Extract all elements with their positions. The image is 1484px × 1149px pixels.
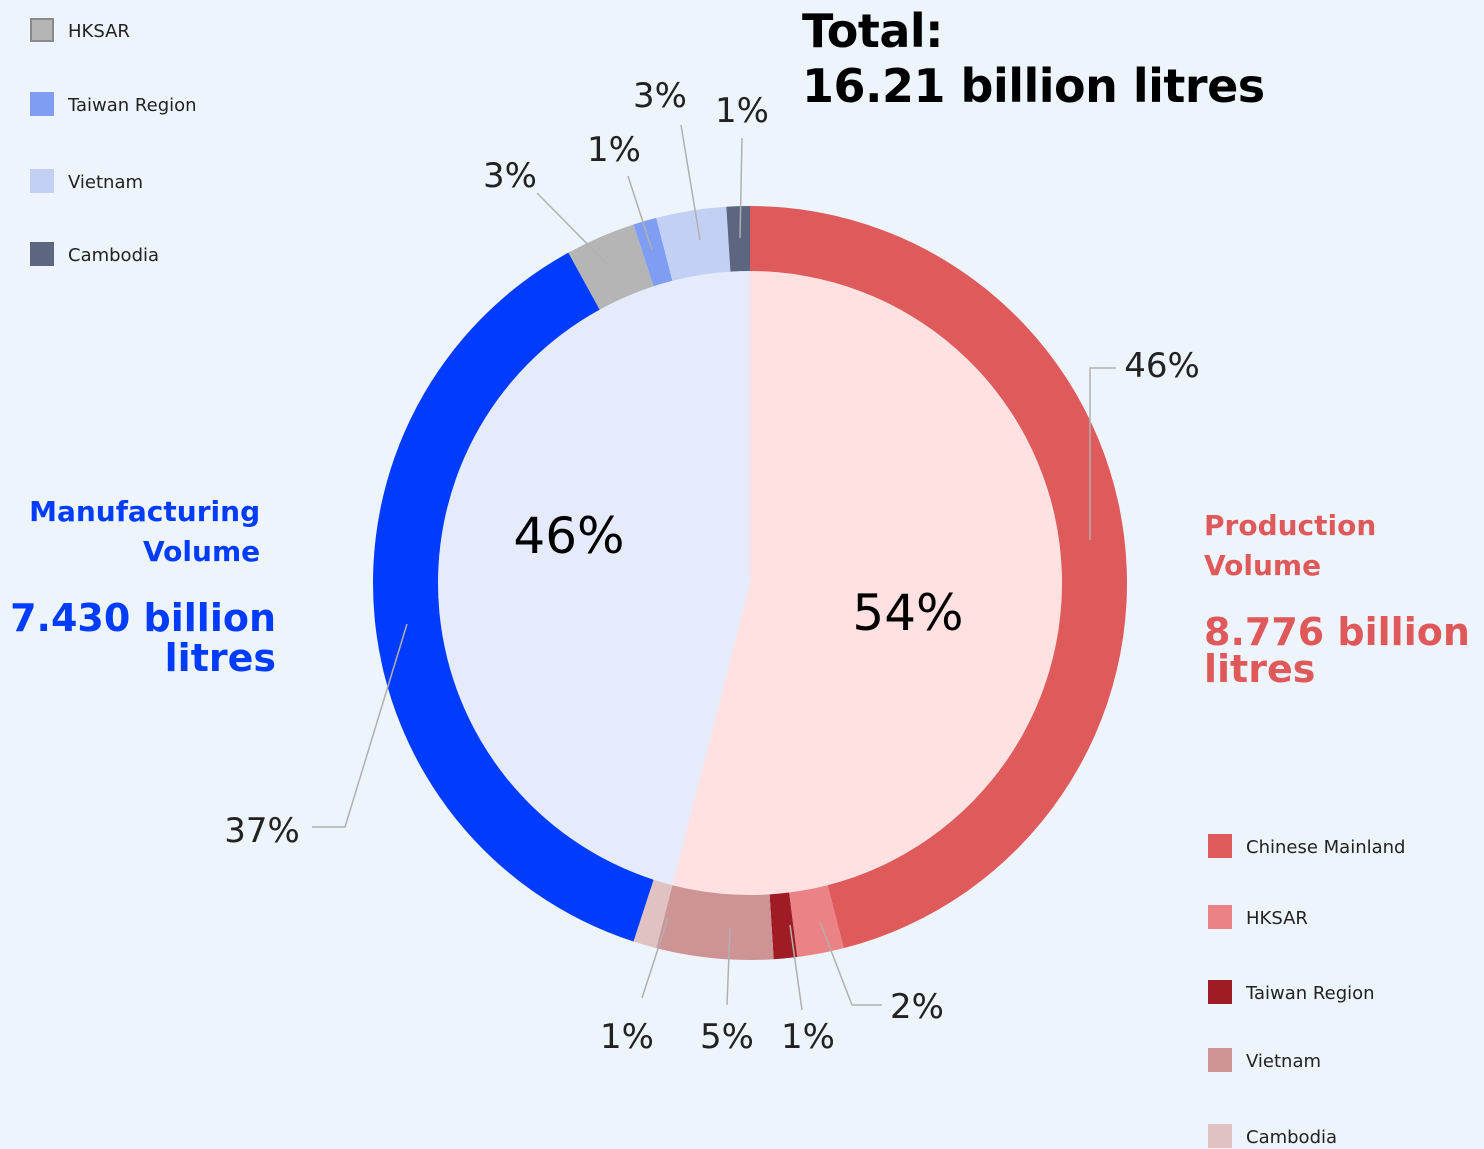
inner-label-manufacturing: 46%	[513, 507, 624, 565]
outer-label-manufacturing-volume-chinese-mainland: 37%	[224, 811, 300, 851]
outer-slice-production-volume-taiwan-region	[769, 892, 798, 960]
manufacturing-volume-value: 7.430 billion litres	[10, 598, 276, 678]
production-value-line2: litres	[1204, 647, 1316, 691]
outer-slice-production-volume-cambodia	[633, 879, 673, 949]
outer-slice-manufacturing-volume-taiwan-region	[633, 217, 673, 287]
manufacturing-value-line1: 7.430 billion	[10, 596, 276, 640]
legend-prod-label-cambodia: Cambodia	[1246, 1127, 1338, 1148]
outer-label-manufacturing-volume-cambodia: 1%	[715, 91, 769, 131]
outer-slice-production-volume-chinese-mainland	[750, 206, 1127, 949]
manufacturing-value-line2: litres	[164, 636, 276, 680]
legend-prod-label-taiwan-region: Taiwan Region	[1246, 983, 1375, 1004]
legend-prod-swatch-hksar	[1208, 905, 1232, 929]
legend-prod-swatch-chinese-mainland	[1208, 834, 1232, 858]
production-volume-value: 8.776 billion litres	[1204, 610, 1470, 691]
outer-label-production-volume-vietnam: 5%	[700, 1017, 754, 1057]
legend-mfg-label-vietnam: Vietnam	[68, 172, 144, 193]
leader-line-production-volume-cambodia	[641, 917, 669, 999]
inner-slice-production-volume	[672, 271, 1062, 895]
outer-label-production-volume-chinese-mainland: 46%	[1124, 346, 1200, 386]
outer-slice-production-volume-vietnam	[656, 885, 774, 961]
leader-line-manufacturing-volume-taiwan-region	[627, 175, 653, 251]
legend-mfg-swatch-taiwan-region	[30, 92, 54, 116]
production-value-line1: 8.776 billion	[1204, 610, 1470, 654]
legend-mfg-swatch-hksar	[30, 18, 54, 42]
legend-mfg-swatch-cambodia	[30, 242, 54, 266]
leader-lines	[312, 124, 1116, 1011]
leader-line-manufacturing-volume-vietnam	[680, 124, 701, 241]
outer-slice-production-volume-hksar	[789, 885, 844, 958]
outer-label-production-volume-cambodia: 1%	[600, 1017, 654, 1057]
legend-mfg-label-taiwan-region: Taiwan Region	[68, 95, 197, 116]
inner-pie	[437, 271, 1062, 895]
outer-label-manufacturing-volume-taiwan-region: 1%	[587, 130, 641, 170]
production-volume-label: Production Volume	[1204, 506, 1470, 586]
manufacturing-volume-block: Manufacturing Volume 7.430 billion litre…	[10, 492, 276, 678]
production-label-line1: Production	[1204, 509, 1377, 542]
leader-line-manufacturing-volume-hksar	[536, 192, 609, 266]
leader-line-production-volume-taiwan-region	[789, 924, 803, 1011]
outer-label-production-volume-taiwan-region: 1%	[781, 1017, 835, 1057]
production-volume-block: Production Volume 8.776 billion litres	[1204, 506, 1470, 688]
leader-line-manufacturing-volume-chinese-mainland	[312, 623, 408, 828]
data-labels: 54% 46% 46% 2% 1% 5% 1% 37% 3% 1% 3% 1%	[224, 76, 1200, 1057]
leader-line-production-volume-vietnam	[726, 927, 731, 1006]
leader-line-production-volume-hksar	[819, 921, 882, 1006]
outer-label-production-volume-hksar: 2%	[890, 987, 944, 1027]
legend-prod-label-hksar: HKSAR	[1246, 908, 1308, 929]
legend-prod-swatch-taiwan-region	[1208, 980, 1232, 1004]
legend-prod-swatch-vietnam	[1208, 1048, 1232, 1072]
legend-mfg-swatch-vietnam	[30, 169, 54, 193]
outer-label-manufacturing-volume-hksar: 3%	[483, 156, 537, 196]
chart-title-line1: Total:	[802, 4, 944, 58]
inner-label-production: 54%	[852, 584, 963, 642]
outer-label-manufacturing-volume-vietnam: 3%	[633, 76, 687, 116]
outer-slice-manufacturing-volume-vietnam	[656, 206, 731, 281]
outer-slice-manufacturing-volume-cambodia	[726, 206, 750, 272]
production-label-line2: Volume	[1204, 549, 1322, 582]
chart-title: Total: 16.21 billion litres	[802, 4, 1265, 114]
manufacturing-volume-label: Manufacturing Volume	[29, 495, 261, 568]
chart-title-line2: 16.21 billion litres	[802, 59, 1265, 113]
outer-slice-manufacturing-volume-chinese-mainland	[373, 252, 654, 942]
legend-prod-label-vietnam: Vietnam	[1246, 1051, 1322, 1072]
legend-mfg-label-cambodia: Cambodia	[68, 245, 160, 266]
legend-prod-label-chinese-mainland: Chinese Mainland	[1246, 837, 1406, 858]
leader-line-manufacturing-volume-cambodia	[739, 137, 743, 239]
legend-mfg-label-hksar: HKSAR	[68, 21, 130, 42]
leader-line-production-volume-chinese-mainland	[1089, 367, 1116, 540]
inner-slice-manufacturing-volume	[437, 271, 750, 886]
legend-prod-swatch-cambodia	[1208, 1124, 1232, 1148]
